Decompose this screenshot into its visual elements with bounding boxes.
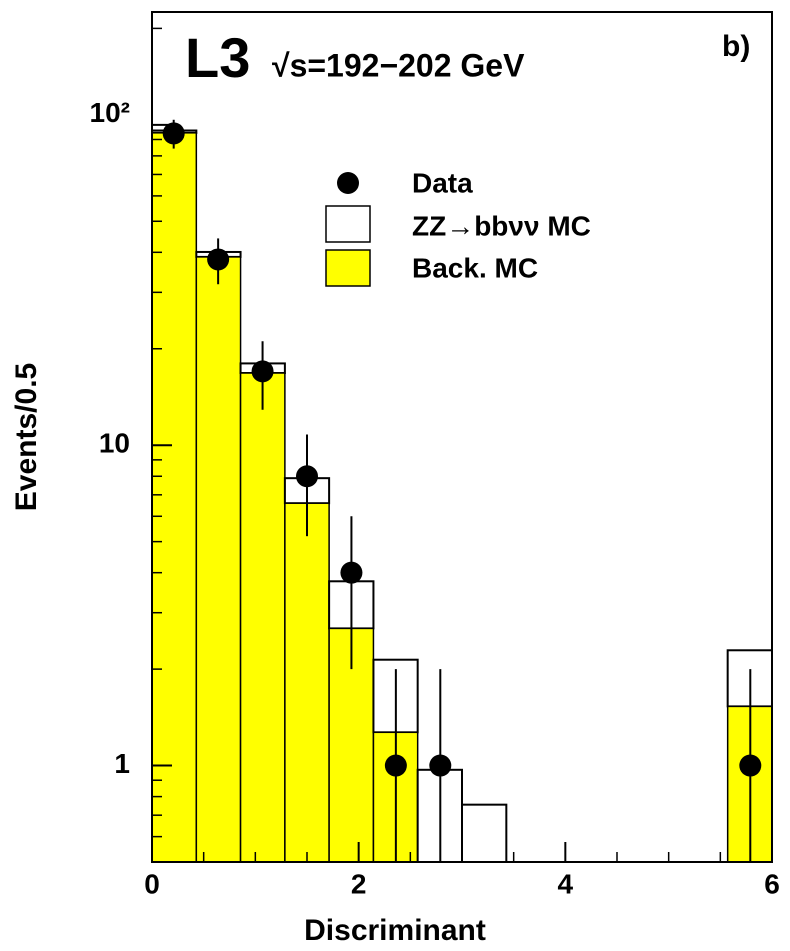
x-tick-label: 6	[764, 868, 780, 899]
legend-label: Back. MC	[412, 252, 538, 283]
data-point	[162, 122, 185, 145]
legend-marker	[337, 172, 359, 194]
legend-label: Data	[412, 167, 473, 198]
bar-background	[239, 372, 286, 863]
x-tick-label: 4	[558, 868, 574, 899]
bar-signal	[461, 803, 508, 863]
bar-background	[195, 256, 242, 863]
x-tick-label: 2	[351, 868, 367, 899]
legend-label: ZZ→bbνν MC	[412, 210, 591, 241]
data-point	[340, 561, 363, 584]
chart-title: L3	[185, 26, 250, 89]
x-axis-label: Discriminant	[304, 914, 486, 947]
data-point	[296, 465, 318, 488]
legend-swatch	[325, 205, 371, 243]
data-point	[207, 248, 230, 271]
bar-background	[284, 502, 330, 863]
y-tick-label: 10	[99, 428, 130, 459]
data-point	[384, 754, 407, 777]
annotation: b)	[722, 30, 750, 63]
data-point	[251, 360, 274, 383]
bar-background	[151, 132, 198, 863]
y-tick-label: 1	[114, 748, 130, 779]
y-tick-label: 10²	[90, 97, 130, 128]
chart-subtitle: √s=192−202 GeV	[272, 47, 525, 83]
data-point	[429, 754, 452, 777]
x-tick-label: 0	[144, 868, 160, 899]
data-point	[739, 754, 762, 777]
y-axis-label: Events/0.5	[10, 363, 43, 511]
legend-swatch	[325, 249, 371, 287]
